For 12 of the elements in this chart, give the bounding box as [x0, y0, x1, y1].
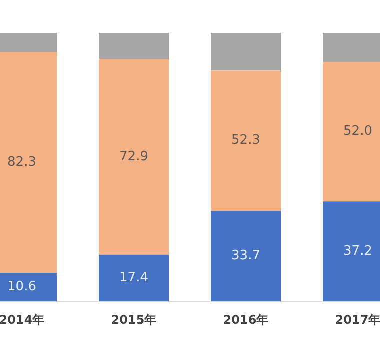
x-tick-label: 2017年: [335, 312, 380, 327]
x-tick-label: 2016年: [223, 312, 269, 327]
data-label: 82.3: [8, 154, 36, 170]
data-label: 33.7: [232, 248, 260, 264]
x-tick-label: 2014年: [0, 312, 45, 327]
x-tick-label: 2015年: [111, 312, 157, 327]
data-label: 37.2: [344, 244, 372, 260]
data-label: 52.0: [344, 124, 372, 140]
data-label: 17.4: [120, 270, 148, 286]
data-label: 52.3: [232, 133, 260, 148]
data-label: 10.6: [8, 280, 36, 295]
data-label: 72.9: [120, 149, 148, 164]
